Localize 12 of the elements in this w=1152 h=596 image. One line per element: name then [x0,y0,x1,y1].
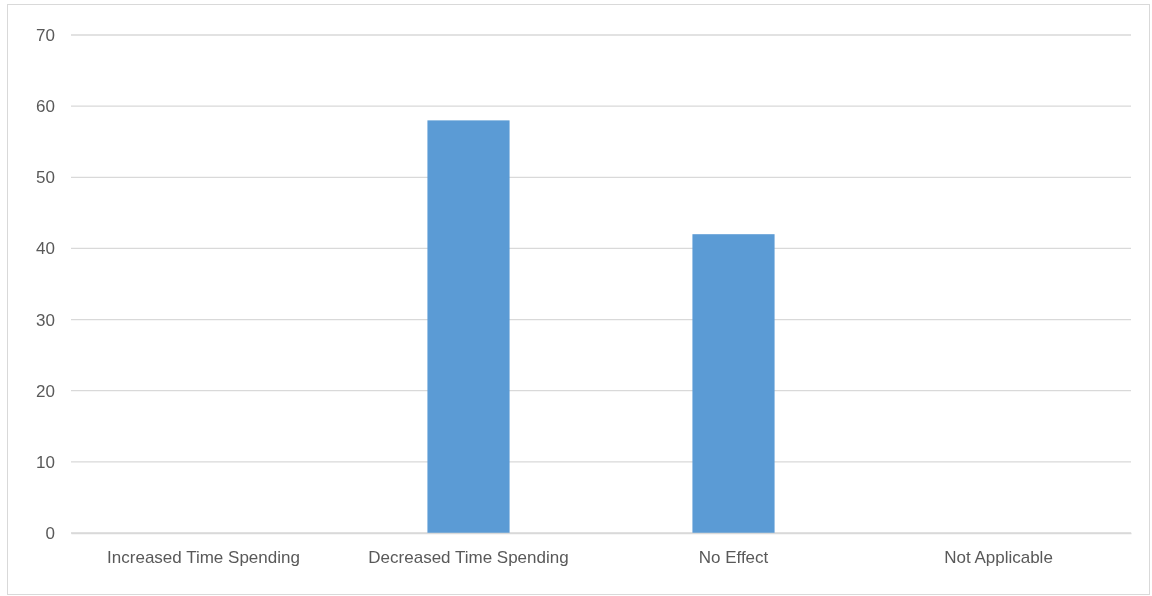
y-tick-label: 0 [45,523,55,543]
x-tick-label: Increased Time Spending [107,548,300,568]
x-tick-label: Decreased Time Spending [368,548,569,568]
y-tick-label: 70 [36,25,55,45]
x-tick-label: Not Applicable [944,548,1053,568]
y-tick-label: 10 [36,452,55,472]
x-tick-label: No Effect [698,548,769,568]
y-tick-label: 20 [36,381,55,401]
y-tick-label: 50 [36,168,55,188]
y-tick-label: 30 [36,310,55,330]
y-tick-label: 60 [36,97,55,117]
y-tick-label: 40 [36,239,55,259]
